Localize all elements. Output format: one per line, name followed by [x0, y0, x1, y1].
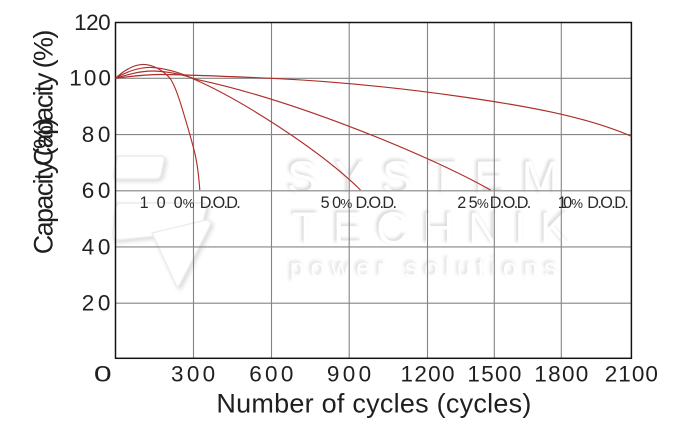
- svg-text:SYSTEM: SYSTEM: [287, 152, 577, 204]
- svg-text:D.O.D.: D.O.D.: [356, 194, 398, 212]
- svg-text:100: 100: [140, 194, 183, 212]
- svg-text:D.O.D.: D.O.D.: [490, 194, 532, 212]
- svg-text:1200: 1200: [401, 362, 455, 387]
- svg-text:D.O.D.: D.O.D.: [200, 194, 241, 212]
- svg-text:1500: 1500: [467, 362, 521, 387]
- svg-text:600: 600: [249, 362, 293, 387]
- svg-text:%: %: [183, 196, 195, 211]
- svg-text:120: 120: [74, 10, 111, 35]
- svg-text:300: 300: [171, 362, 215, 387]
- svg-text:TECHNIK: TECHNIK: [292, 203, 583, 254]
- svg-text:%: %: [571, 196, 583, 211]
- svg-text:Number of cycles (cycles): Number of cycles (cycles): [216, 389, 531, 419]
- svg-text:100: 100: [69, 66, 111, 91]
- svg-text:power solutions: power solutions: [290, 253, 564, 283]
- svg-text:Capacity (%): Capacity (%): [28, 31, 58, 167]
- svg-text:40: 40: [82, 234, 111, 259]
- svg-text:D.O.D.: D.O.D.: [587, 194, 629, 212]
- svg-text:2100: 2100: [605, 362, 658, 387]
- svg-text:%: %: [477, 196, 489, 211]
- svg-text:900: 900: [327, 362, 371, 387]
- svg-text:10: 10: [558, 194, 573, 212]
- svg-text:Capacity (%): Capacity (%): [28, 119, 58, 255]
- svg-text:0: 0: [94, 361, 112, 386]
- svg-text:60: 60: [82, 178, 111, 203]
- svg-text:%: %: [341, 196, 353, 211]
- svg-text:20: 20: [82, 291, 111, 316]
- svg-text:1800: 1800: [534, 362, 588, 387]
- svg-text:80: 80: [82, 122, 111, 147]
